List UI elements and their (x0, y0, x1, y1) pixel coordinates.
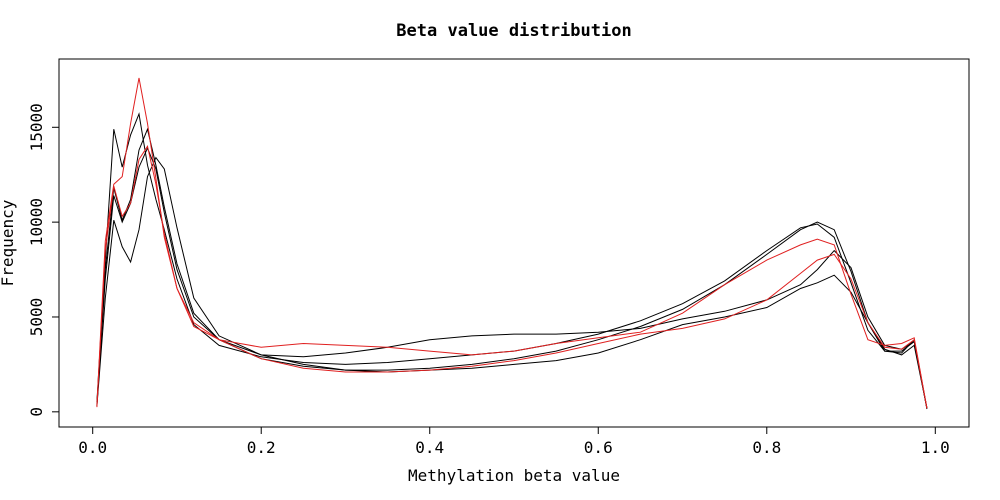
x-axis: 0.0 0.2 0.4 0.6 0.8 1.0 (78, 426, 950, 457)
y-tick-label: 15000 (27, 103, 46, 151)
density-line-4 (96, 146, 928, 409)
x-tick-label: 0.2 (247, 438, 276, 457)
x-tick-label: 0.4 (415, 438, 444, 457)
density-line-3 (96, 127, 928, 409)
density-line-2 (96, 156, 928, 410)
x-tick-label: 1.0 (921, 438, 950, 457)
y-tick-label: 5000 (27, 298, 46, 337)
y-tick-label: 0 (27, 407, 46, 417)
x-axis-label: Methylation beta value (408, 466, 620, 485)
series-layer (96, 77, 928, 410)
density-line-1 (96, 112, 928, 409)
x-tick-label: 0.8 (752, 438, 781, 457)
y-axis: 0 5000 10000 15000 (27, 103, 60, 417)
chart-title: Beta value distribution (396, 21, 631, 41)
y-tick-label: 10000 (27, 198, 46, 246)
density-line-5 (96, 77, 928, 409)
density-line-6 (96, 145, 928, 409)
x-tick-label: 0.6 (584, 438, 613, 457)
plot-frame (58, 58, 970, 428)
y-axis-label: Frequency (0, 199, 17, 286)
x-tick-label: 0.0 (78, 438, 107, 457)
